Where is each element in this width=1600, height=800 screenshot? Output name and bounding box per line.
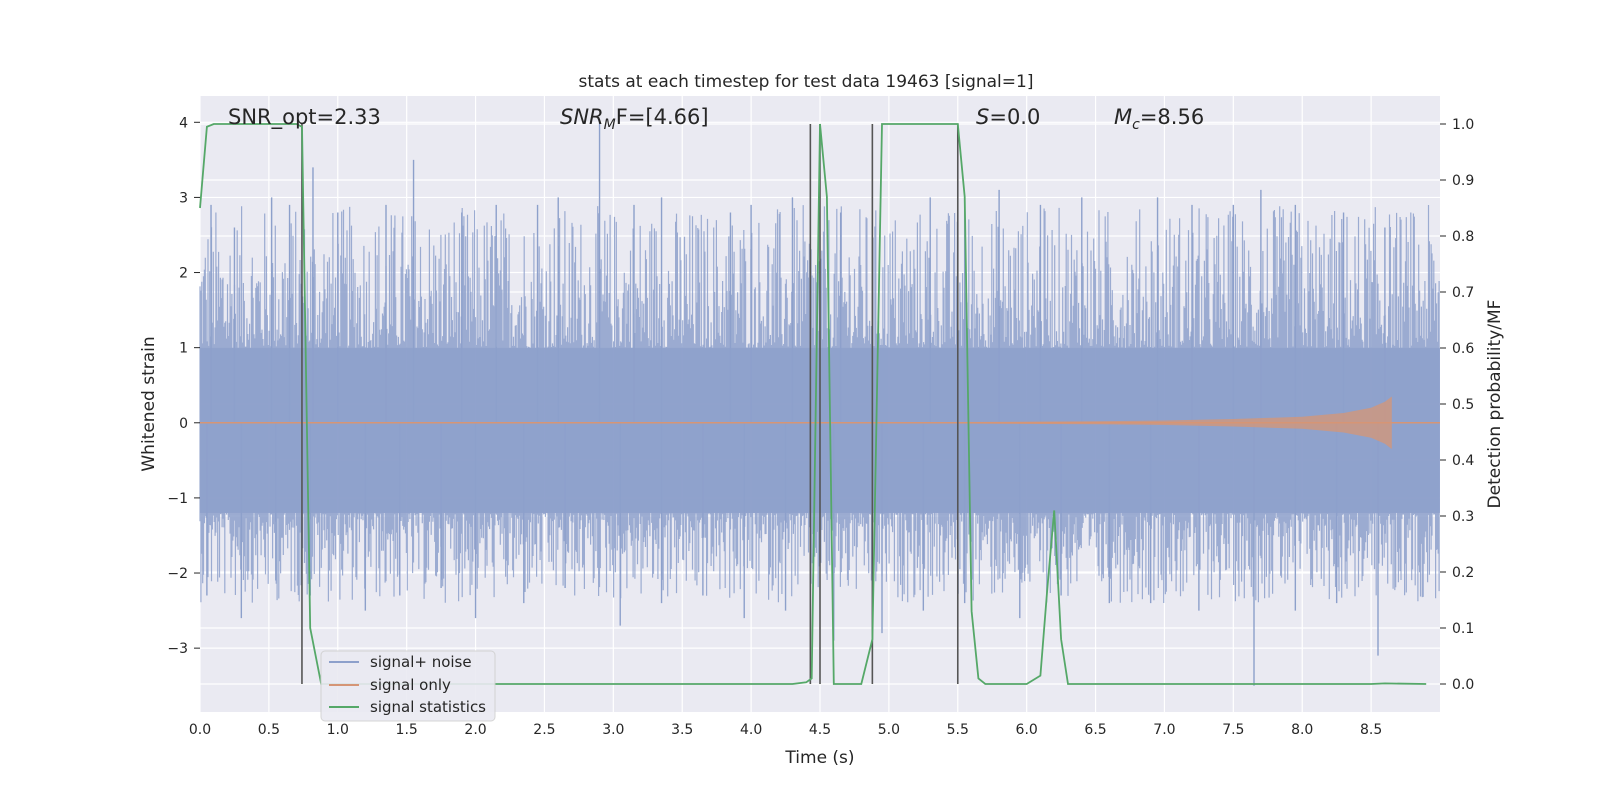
y-left-tick-label-5: −1: [167, 491, 188, 507]
y-left-tick-label-3: 1: [179, 341, 188, 357]
legend-box: [320, 650, 496, 722]
y-right-tick-label-0: 1.0: [1452, 117, 1474, 133]
y-left-tick-label-4: 0: [179, 416, 188, 432]
y-right-tick-label-9: 0.1: [1452, 621, 1474, 637]
annotation-s: S=0.0: [976, 105, 1040, 129]
y-right-tick-label-10: 0.0: [1452, 677, 1474, 693]
x-tick-label-16: 8.0: [1291, 722, 1313, 738]
x-tick-label-10: 5.0: [878, 722, 900, 738]
y-left-tick-label-2: 2: [179, 266, 188, 282]
y-left-tick-label-1: 3: [179, 190, 188, 206]
statistics-line: [199, 123, 1427, 685]
y-right-tick-labels: 1.0 0.9 0.8 0.7 0.6 0.5 0.4 0.3 0.2 0.1 0.0: [1440, 117, 1474, 693]
y-right-tick-label-8: 0.2: [1452, 565, 1474, 581]
x-tick-label-8: 4.0: [740, 722, 762, 738]
y-left-tick-label-6: −2: [167, 566, 188, 582]
x-tick-label-2: 1.0: [327, 722, 349, 738]
x-axis-label: Time (s): [784, 748, 854, 768]
legend-label-signal: signal only: [370, 676, 451, 694]
x-tick-label-11: 5.5: [947, 722, 969, 738]
x-tick-label-4: 2.0: [464, 722, 486, 738]
y-right-tick-label-6: 0.4: [1452, 453, 1474, 469]
y-right-tick-label-4: 0.6: [1452, 341, 1474, 357]
x-tick-label-15: 7.5: [1222, 722, 1244, 738]
annotation-snr-mf: SNRMF=[4.66]: [560, 105, 709, 133]
legend-label-noise: signal+ noise: [370, 653, 472, 671]
x-tick-label-5: 2.5: [533, 722, 555, 738]
y-right-tick-label-7: 0.3: [1452, 509, 1474, 525]
annotation-mc: Mc=8.56: [1114, 105, 1204, 133]
y-left-tick-label-0: 4: [179, 115, 188, 131]
x-tick-label-12: 6.0: [1016, 722, 1038, 738]
x-tick-label-13: 6.5: [1084, 722, 1106, 738]
y-left-tick-labels: 4 3 2 1 0 −1 −2 −3: [167, 115, 200, 657]
x-tick-label-1: 0.5: [258, 722, 280, 738]
x-tick-label-14: 7.0: [1153, 722, 1175, 738]
y-right-tick-label-5: 0.5: [1452, 397, 1474, 413]
x-tick-label-0: 0.0: [189, 722, 211, 738]
y-left-axis-label: Whitened strain: [139, 336, 159, 471]
chart-title: stats at each timestep for test data 194…: [579, 72, 1034, 92]
y-right-axis-label: Detection probability/MF: [1485, 300, 1505, 509]
legend-label-stats: signal statistics: [370, 698, 486, 716]
x-tick-labels: 0.0 0.5 1.0 1.5 2.0 2.5 3.0 3.5 4.0 4.5 5.0 5.5 6.0 6…: [189, 722, 1382, 738]
y-left-tick-label-7: −3: [167, 641, 188, 657]
x-tick-label-17: 8.5: [1360, 722, 1382, 738]
y-right-tick-label-2: 0.8: [1452, 229, 1474, 245]
x-tick-label-7: 3.5: [671, 722, 693, 738]
x-tick-label-6: 3.0: [602, 722, 624, 738]
signal-envelope: [200, 396, 1392, 450]
y-right-tick-label-1: 0.9: [1452, 173, 1474, 189]
x-tick-label-3: 1.5: [396, 722, 418, 738]
vertical-markers: [301, 124, 959, 684]
y-right-tick-label-3: 0.7: [1452, 285, 1474, 301]
legend: signal+ noise signal only signal statist…: [320, 650, 496, 722]
statistics-series: [199, 123, 1427, 685]
annotation-snr-opt: SNR_opt=2.33: [228, 105, 381, 130]
x-tick-label-9: 4.5: [809, 722, 831, 738]
